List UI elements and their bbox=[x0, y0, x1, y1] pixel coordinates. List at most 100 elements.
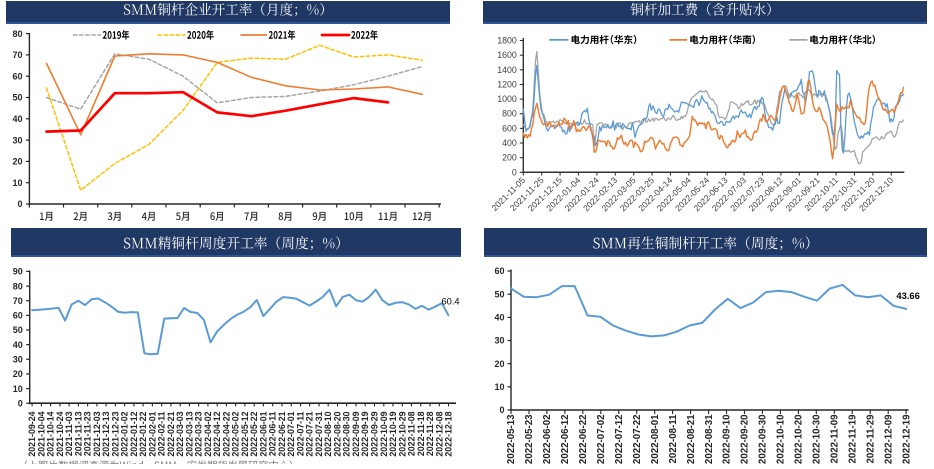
svg-text:0: 0 bbox=[17, 199, 22, 209]
svg-text:2022-03-03: 2022-03-03 bbox=[175, 411, 185, 456]
svg-text:30: 30 bbox=[12, 135, 22, 145]
svg-text:2022-03-23: 2022-03-23 bbox=[194, 411, 204, 456]
svg-text:2022-02-11: 2022-02-11 bbox=[157, 411, 167, 456]
svg-text:2022-08-30: 2022-08-30 bbox=[342, 411, 352, 456]
svg-text:2022-12-08: 2022-12-08 bbox=[434, 411, 444, 456]
svg-text:2022-11-09: 2022-11-09 bbox=[830, 414, 841, 464]
svg-text:60: 60 bbox=[13, 311, 23, 321]
svg-text:2022-05-02: 2022-05-02 bbox=[231, 411, 241, 456]
svg-text:2022-08-31: 2022-08-31 bbox=[704, 414, 715, 464]
svg-text:2022-09-10: 2022-09-10 bbox=[722, 415, 733, 465]
svg-text:2021-12-03: 2021-12-03 bbox=[92, 411, 102, 456]
svg-text:2022-09-19: 2022-09-19 bbox=[360, 411, 370, 456]
svg-text:2021-11-13: 2021-11-13 bbox=[73, 411, 83, 456]
svg-text:2022-11-19: 2022-11-19 bbox=[847, 414, 858, 464]
svg-text:1200: 1200 bbox=[497, 80, 517, 90]
svg-text:2022-06-21: 2022-06-21 bbox=[277, 411, 287, 456]
svg-text:2022-06-22: 2022-06-22 bbox=[578, 415, 589, 465]
svg-text:0: 0 bbox=[499, 405, 504, 415]
svg-text:43.66: 43.66 bbox=[896, 290, 919, 301]
svg-text:2022-06-02: 2022-06-02 bbox=[542, 415, 553, 465]
svg-text:60: 60 bbox=[494, 266, 504, 276]
svg-text:30: 30 bbox=[494, 336, 504, 346]
svg-text:2022-06-11: 2022-06-11 bbox=[268, 411, 278, 456]
svg-text:50: 50 bbox=[12, 93, 22, 103]
svg-text:2022-05-23: 2022-05-23 bbox=[524, 414, 535, 464]
svg-text:2022-08-21: 2022-08-21 bbox=[686, 414, 697, 464]
svg-text:70: 70 bbox=[12, 50, 22, 60]
svg-text:2021-10-24: 2021-10-24 bbox=[55, 411, 65, 456]
svg-text:80: 80 bbox=[12, 29, 22, 39]
svg-text:2022-09-09: 2022-09-09 bbox=[351, 411, 361, 456]
svg-text:2021-11-23: 2021-11-23 bbox=[83, 411, 93, 456]
svg-text:50: 50 bbox=[13, 325, 23, 335]
svg-text:2022-01-22: 2022-01-22 bbox=[138, 411, 148, 456]
svg-text:50: 50 bbox=[494, 289, 504, 299]
svg-text:2022-11-08: 2022-11-08 bbox=[407, 411, 417, 456]
svg-text:2021-10-14: 2021-10-14 bbox=[46, 411, 56, 456]
svg-text:2022-07-22: 2022-07-22 bbox=[632, 415, 643, 465]
svg-text:2022-10-10: 2022-10-10 bbox=[776, 415, 787, 465]
svg-text:2022-08-11: 2022-08-11 bbox=[668, 414, 679, 464]
svg-text:600: 600 bbox=[502, 123, 517, 133]
svg-text:2022-01-12: 2022-01-12 bbox=[129, 411, 139, 456]
svg-text:2021-12-13: 2021-12-13 bbox=[101, 411, 111, 456]
svg-text:20: 20 bbox=[13, 369, 23, 379]
svg-text:2022-05-12: 2022-05-12 bbox=[240, 411, 250, 456]
svg-text:2022-09-29: 2022-09-29 bbox=[370, 411, 380, 456]
svg-text:60.4: 60.4 bbox=[442, 297, 460, 307]
svg-text:2022-05-22: 2022-05-22 bbox=[249, 411, 259, 456]
svg-text:10: 10 bbox=[13, 384, 23, 394]
svg-text:2022-12-18: 2022-12-18 bbox=[444, 411, 454, 456]
svg-text:2022-11-18: 2022-11-18 bbox=[416, 411, 426, 456]
svg-text:2022-07-21: 2022-07-21 bbox=[305, 411, 315, 456]
svg-text:2021-12-23: 2021-12-23 bbox=[110, 411, 120, 456]
svg-text:2022-12-19: 2022-12-19 bbox=[901, 414, 912, 464]
svg-text:400: 400 bbox=[502, 138, 517, 148]
svg-text:200: 200 bbox=[502, 153, 517, 163]
svg-text:2022-07-31: 2022-07-31 bbox=[314, 411, 324, 456]
svg-text:40: 40 bbox=[494, 313, 504, 323]
svg-text:90: 90 bbox=[13, 267, 23, 277]
svg-text:2021-11-03: 2021-11-03 bbox=[64, 411, 74, 456]
svg-text:20: 20 bbox=[12, 157, 22, 167]
svg-text:2022-04-22: 2022-04-22 bbox=[221, 411, 231, 456]
svg-text:80: 80 bbox=[13, 281, 23, 291]
svg-text:70: 70 bbox=[13, 296, 23, 306]
svg-text:1800: 1800 bbox=[497, 36, 517, 46]
svg-text:2022-03-13: 2022-03-13 bbox=[184, 411, 194, 456]
svg-text:2022-09-30: 2022-09-30 bbox=[758, 415, 769, 465]
svg-text:800: 800 bbox=[502, 109, 517, 119]
svg-text:0: 0 bbox=[512, 167, 517, 177]
svg-text:2022-10-09: 2022-10-09 bbox=[379, 411, 389, 456]
svg-text:1400: 1400 bbox=[497, 65, 517, 75]
svg-text:2022-09-20: 2022-09-20 bbox=[740, 415, 751, 465]
svg-text:2022-08-10: 2022-08-10 bbox=[323, 411, 333, 456]
svg-text:2022-10-20: 2022-10-20 bbox=[794, 415, 805, 465]
svg-text:10: 10 bbox=[494, 382, 504, 392]
svg-text:20: 20 bbox=[494, 359, 504, 369]
svg-text:2022-11-29: 2022-11-29 bbox=[865, 414, 876, 464]
svg-text:2022-06-12: 2022-06-12 bbox=[560, 415, 571, 465]
svg-text:2022-07-02: 2022-07-02 bbox=[596, 415, 607, 465]
svg-text:2022-04-12: 2022-04-12 bbox=[212, 411, 222, 456]
svg-text:2022-07-12: 2022-07-12 bbox=[614, 415, 625, 465]
svg-text:2021-09-24: 2021-09-24 bbox=[27, 411, 37, 456]
svg-text:2022-11-28: 2022-11-28 bbox=[425, 411, 435, 456]
svg-text:2022-02-01: 2022-02-01 bbox=[147, 411, 157, 456]
svg-text:2022-05-13: 2022-05-13 bbox=[506, 414, 517, 464]
svg-text:2022-08-01: 2022-08-01 bbox=[650, 414, 661, 464]
svg-text:2022-06-01: 2022-06-01 bbox=[258, 411, 268, 456]
svg-text:2022-04-02: 2022-04-02 bbox=[203, 411, 213, 456]
svg-text:40: 40 bbox=[13, 340, 23, 350]
svg-text:2022-10-19: 2022-10-19 bbox=[388, 411, 398, 456]
svg-text:2022-08-20: 2022-08-20 bbox=[333, 411, 343, 456]
svg-text:2021-10-04: 2021-10-04 bbox=[36, 411, 46, 456]
svg-text:2022-12-09: 2022-12-09 bbox=[883, 414, 894, 464]
svg-text:2022-02-21: 2022-02-21 bbox=[166, 411, 176, 456]
svg-text:2022-10-30: 2022-10-30 bbox=[812, 415, 823, 465]
svg-text:2022-01-02: 2022-01-02 bbox=[120, 411, 130, 456]
svg-text:40: 40 bbox=[12, 114, 22, 124]
svg-text:1600: 1600 bbox=[497, 50, 517, 60]
svg-text:0: 0 bbox=[18, 398, 23, 408]
